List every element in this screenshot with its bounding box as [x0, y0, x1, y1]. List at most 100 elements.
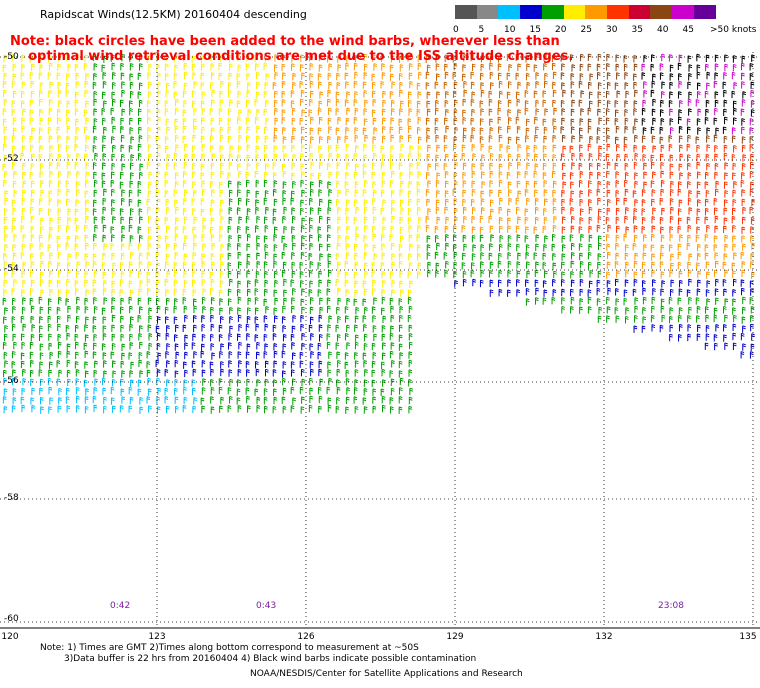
- wind-barb: [516, 270, 521, 278]
- wind-barb: [498, 72, 502, 80]
- wind-barb: [157, 144, 161, 153]
- wind-barb: [218, 62, 223, 71]
- wind-barb: [750, 109, 755, 117]
- wind-barb: [660, 144, 665, 153]
- wind-barb: [210, 144, 214, 153]
- wind-barb: [390, 153, 394, 162]
- wind-barb: [561, 226, 566, 234]
- wind-barb: [327, 305, 331, 314]
- wind-barb: [20, 333, 25, 341]
- wind-barb: [264, 251, 269, 260]
- wind-barb: [363, 234, 368, 243]
- wind-barb: [570, 296, 575, 305]
- wind-barb: [714, 99, 719, 108]
- wind-barb: [535, 126, 539, 134]
- wind-barb: [597, 270, 602, 279]
- wind-barb: [47, 315, 52, 324]
- wind-barb: [121, 189, 125, 197]
- wind-barb: [632, 242, 637, 251]
- wind-barb: [57, 251, 62, 260]
- wind-barb: [13, 189, 18, 198]
- wind-barb: [372, 244, 377, 252]
- wind-barb: [290, 333, 295, 342]
- wind-barb: [183, 279, 188, 288]
- wind-barb: [399, 55, 403, 63]
- wind-barb: [84, 405, 89, 414]
- wind-barb: [382, 90, 386, 99]
- wind-barb: [660, 305, 665, 314]
- wind-barb: [606, 296, 610, 305]
- wind-barb: [444, 153, 449, 162]
- wind-barb: [210, 396, 214, 404]
- wind-barb: [319, 306, 324, 315]
- wind-barb: [623, 297, 628, 306]
- wind-barb: [246, 333, 250, 341]
- wind-barb: [678, 135, 683, 143]
- wind-barb: [597, 235, 602, 243]
- wind-barb: [562, 145, 567, 153]
- wind-barb: [723, 181, 728, 189]
- wind-barb: [265, 163, 269, 171]
- wind-barb: [210, 162, 215, 170]
- wind-barb: [372, 98, 377, 107]
- wind-barb: [579, 170, 584, 179]
- wind-barb: [723, 217, 728, 225]
- wind-barb: [2, 163, 7, 171]
- wind-barb: [309, 62, 314, 71]
- wind-barb: [246, 208, 251, 216]
- wind-barb: [678, 73, 682, 81]
- wind-barb: [507, 225, 511, 233]
- wind-barb: [3, 316, 7, 324]
- wind-barb: [110, 386, 115, 395]
- wind-barb: [102, 80, 107, 89]
- wind-barb: [165, 82, 170, 90]
- wind-barb: [39, 197, 43, 206]
- wind-barb: [713, 117, 718, 125]
- wind-barb: [371, 73, 376, 81]
- wind-barb: [220, 396, 224, 405]
- wind-barb: [93, 333, 97, 342]
- wind-barb: [111, 234, 115, 242]
- wind-barb: [300, 406, 305, 414]
- wind-barb: [201, 253, 206, 261]
- wind-barb: [291, 305, 295, 314]
- wind-barb: [362, 280, 367, 288]
- wind-barb: [390, 117, 395, 125]
- wind-barb: [642, 296, 647, 305]
- wind-barb: [552, 278, 556, 287]
- wind-barb: [741, 198, 746, 207]
- wind-barb: [300, 207, 304, 216]
- wind-barb: [174, 134, 179, 143]
- wind-barb: [201, 360, 206, 368]
- wind-barb: [543, 126, 548, 135]
- wind-barb: [597, 91, 602, 99]
- wind-barb: [434, 81, 439, 89]
- wind-barb: [220, 154, 224, 162]
- wind-barb: [443, 144, 448, 153]
- wind-barb: [128, 352, 133, 360]
- wind-barb: [715, 188, 719, 197]
- wind-barb: [246, 405, 251, 413]
- wind-barb: [534, 116, 538, 125]
- wind-barb: [606, 233, 610, 242]
- wind-barb: [218, 324, 223, 333]
- wind-barb: [84, 270, 89, 279]
- wind-barb: [425, 71, 430, 80]
- wind-barb: [201, 117, 205, 125]
- wind-barb: [300, 242, 305, 251]
- wind-barb: [407, 270, 412, 279]
- wind-barb: [92, 351, 97, 359]
- wind-barb: [130, 172, 134, 180]
- wind-barb: [687, 162, 691, 171]
- wind-barb: [74, 280, 79, 288]
- wind-barb: [254, 296, 259, 305]
- wind-barb: [146, 161, 151, 170]
- wind-barb: [588, 153, 593, 161]
- wind-barb: [318, 333, 323, 342]
- wind-barb: [309, 297, 314, 305]
- wind-barb: [93, 63, 98, 71]
- wind-barb: [463, 215, 467, 224]
- wind-barb: [292, 397, 296, 405]
- wind-barb: [732, 243, 736, 251]
- wind-barb: [21, 207, 26, 216]
